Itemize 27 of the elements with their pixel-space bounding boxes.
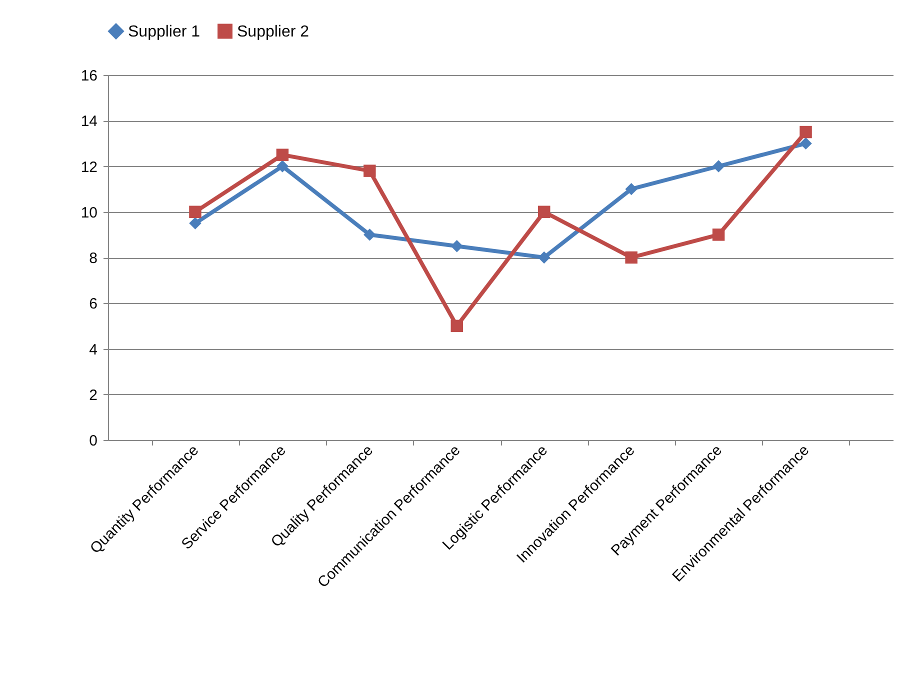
- point: [189, 217, 202, 230]
- point: [625, 182, 638, 196]
- point: [364, 228, 376, 241]
- y-tick-label: 12: [80, 158, 98, 176]
- point: [276, 148, 289, 161]
- y-tick-label: 16: [80, 68, 98, 84]
- point: [538, 206, 550, 218]
- point: [276, 160, 289, 172]
- y-tick-label: 6: [89, 296, 98, 313]
- legend-label: Supplier 2: [237, 23, 310, 40]
- point: [364, 164, 376, 177]
- point: [538, 251, 550, 264]
- point: [450, 320, 464, 332]
- y-tick-label: 2: [89, 386, 98, 404]
- y-tick-label: 10: [80, 204, 98, 222]
- y-tick-label: 0: [89, 432, 98, 450]
- point: [800, 126, 812, 138]
- legend-label: Supplier 1: [128, 23, 200, 40]
- y-tick-label: 8: [89, 250, 98, 267]
- point: [625, 251, 638, 264]
- y-tick-label: 14: [80, 113, 98, 130]
- y-tick-label: 4: [89, 341, 98, 358]
- point: [712, 228, 725, 241]
- point: [800, 137, 812, 150]
- point: [712, 160, 725, 172]
- point: [450, 240, 464, 252]
- point: [189, 206, 202, 218]
